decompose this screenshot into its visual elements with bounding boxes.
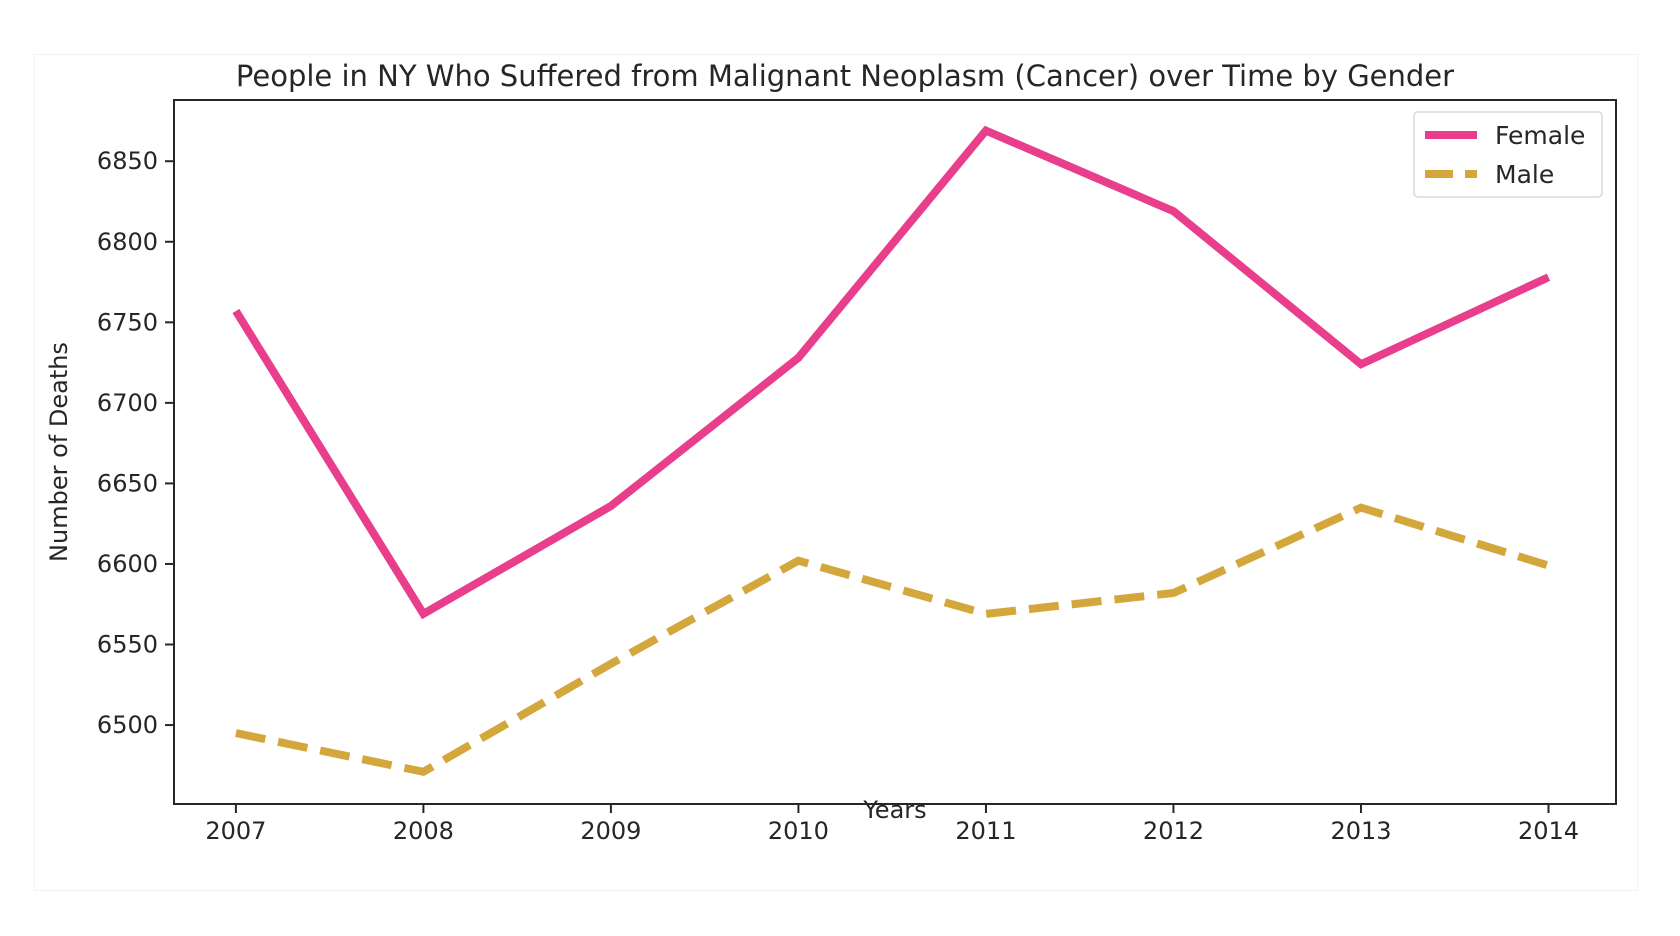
series-line-male (235, 503, 1550, 777)
plot-frame (173, 99, 1617, 805)
legend-male-label: Male (1495, 160, 1554, 189)
x-tick-label: 2012 (1143, 817, 1204, 845)
line-chart: People in NY Who Suffered from Malignant… (45, 59, 1617, 845)
x-axis-title: Years (862, 796, 926, 824)
x-tick-label: 2009 (580, 817, 641, 845)
y-tick-label: 6700 (97, 389, 158, 417)
y-tick-label: 6600 (97, 550, 158, 578)
y-tick-label: 6650 (97, 469, 158, 497)
y-tick-label: 6850 (97, 147, 158, 175)
x-tick-label: 2008 (393, 817, 454, 845)
y-tick-label: 6500 (97, 711, 158, 739)
x-tick-label: 2010 (768, 817, 829, 845)
x-tick-label: 2007 (205, 817, 266, 845)
y-tick-label: 6550 (97, 631, 158, 659)
y-tick-label: 6800 (97, 228, 158, 256)
x-tick-label: 2011 (955, 817, 1016, 845)
legend-female-label: Female (1495, 121, 1585, 150)
chart-figure: People in NY Who Suffered from Malignant… (35, 55, 1637, 890)
y-axis-title: Number of Deaths (45, 342, 73, 562)
x-tick-label: 2013 (1330, 817, 1391, 845)
x-tick-label: 2014 (1518, 817, 1579, 845)
legend: Female Male (1413, 111, 1603, 198)
series-line-female (232, 125, 1551, 620)
chart-title: People in NY Who Suffered from Malignant… (236, 59, 1454, 93)
y-tick-label: 6750 (97, 308, 158, 336)
